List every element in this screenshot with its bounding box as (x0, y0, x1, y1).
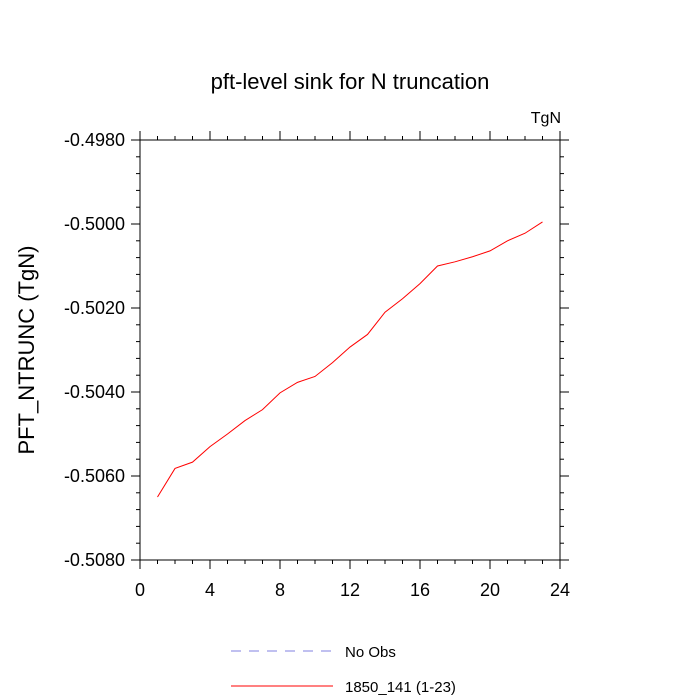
axis-tick-labels: 0 4 8 12 16 20 24 -0.5080 -0.5060 -0.5040 -0.5020 -… (64, 130, 570, 600)
y-axis-label: PFT_NTRUNC (TgN) (14, 246, 39, 455)
x-tick-label: 20 (480, 580, 500, 600)
legend-label: No Obs (345, 644, 396, 661)
y-tick-label: -0.5060 (64, 466, 125, 486)
y-tick-label: -0.5000 (64, 214, 125, 234)
x-tick-label: 16 (410, 580, 430, 600)
x-tick-label: 4 (205, 580, 215, 600)
y-tick-label: -0.5080 (64, 550, 125, 570)
x-tick-label: 24 (550, 580, 570, 600)
legend: No Obs 1850_141 (1-23) (231, 644, 456, 696)
units-label: TgN (531, 110, 561, 127)
y-tick-label: -0.4980 (64, 130, 125, 150)
axis-ticks (131, 131, 569, 569)
x-tick-label: 0 (135, 580, 145, 600)
plot-frame (139, 139, 561, 561)
y-tick-label: -0.5020 (64, 298, 125, 318)
chart-title: pft-level sink for N truncation (211, 69, 490, 94)
x-tick-label: 12 (340, 580, 360, 600)
y-tick-label: -0.5040 (64, 382, 125, 402)
x-tick-label: 8 (275, 580, 285, 600)
legend-label: 1850_141 (1-23) (345, 679, 456, 696)
series-line (157, 221, 543, 498)
series-group (157, 221, 543, 498)
